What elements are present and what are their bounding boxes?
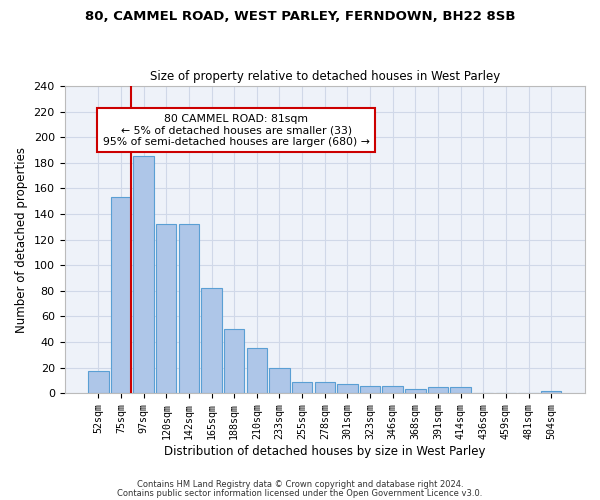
Y-axis label: Number of detached properties: Number of detached properties (15, 146, 28, 332)
Text: 80, CAMMEL ROAD, WEST PARLEY, FERNDOWN, BH22 8SB: 80, CAMMEL ROAD, WEST PARLEY, FERNDOWN, … (85, 10, 515, 23)
X-axis label: Distribution of detached houses by size in West Parley: Distribution of detached houses by size … (164, 444, 485, 458)
Bar (337, 384, 358, 393)
Bar (269, 368, 290, 393)
Bar (360, 386, 380, 393)
Bar (179, 224, 199, 393)
Bar (133, 156, 154, 393)
Text: Contains public sector information licensed under the Open Government Licence v3: Contains public sector information licen… (118, 489, 482, 498)
Bar (88, 372, 109, 393)
Bar (451, 387, 471, 393)
Bar (156, 224, 176, 393)
Bar (428, 387, 448, 393)
Bar (111, 198, 131, 393)
Bar (224, 329, 244, 393)
Bar (405, 390, 425, 393)
Bar (202, 288, 222, 393)
Text: Contains HM Land Registry data © Crown copyright and database right 2024.: Contains HM Land Registry data © Crown c… (137, 480, 463, 489)
Bar (314, 382, 335, 393)
Bar (247, 348, 267, 393)
Bar (382, 386, 403, 393)
Text: 80 CAMMEL ROAD: 81sqm
← 5% of detached houses are smaller (33)
95% of semi-detac: 80 CAMMEL ROAD: 81sqm ← 5% of detached h… (103, 114, 370, 147)
Bar (541, 390, 562, 393)
Title: Size of property relative to detached houses in West Parley: Size of property relative to detached ho… (149, 70, 500, 84)
Bar (292, 382, 313, 393)
